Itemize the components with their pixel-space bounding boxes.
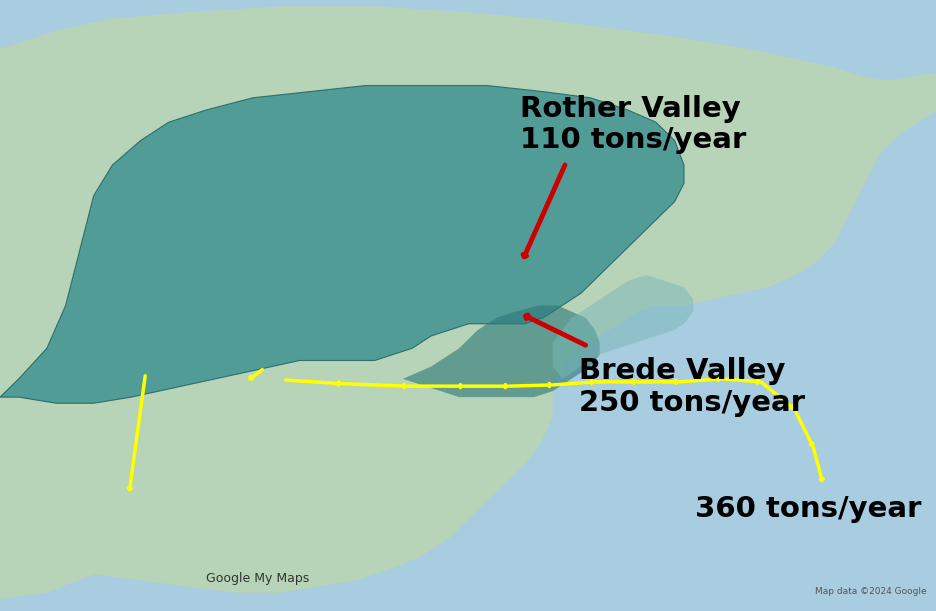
Text: Rother Valley
110 tons/year: Rother Valley 110 tons/year [519, 95, 745, 154]
Polygon shape [0, 86, 683, 403]
Text: Map data ©2024 Google: Map data ©2024 Google [814, 587, 926, 596]
Polygon shape [402, 306, 599, 397]
Text: 360 tons/year: 360 tons/year [695, 495, 921, 523]
Text: Google My Maps: Google My Maps [206, 573, 309, 585]
Polygon shape [552, 275, 693, 379]
Text: Brede Valley
250 tons/year: Brede Valley 250 tons/year [578, 357, 804, 417]
Polygon shape [0, 6, 936, 611]
